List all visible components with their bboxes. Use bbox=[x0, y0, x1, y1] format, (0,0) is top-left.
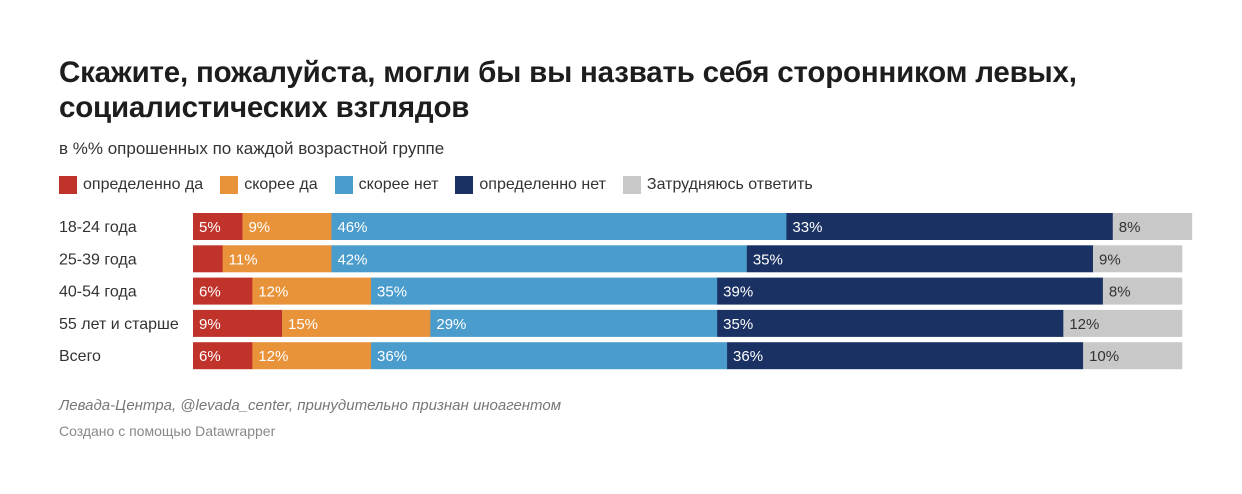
legend-item: определенно нет bbox=[455, 176, 606, 194]
bar-segment bbox=[193, 245, 223, 273]
bar-segment bbox=[786, 213, 1114, 240]
category-label: Всего bbox=[59, 348, 101, 365]
bar-segment bbox=[282, 309, 431, 337]
bar-value-label: 42% bbox=[337, 251, 367, 268]
bar-segment bbox=[717, 309, 1064, 337]
bar-segment bbox=[1083, 342, 1183, 370]
bar-value-label: 12% bbox=[1069, 316, 1099, 333]
bar-value-label: 39% bbox=[723, 284, 753, 301]
bar-segment bbox=[727, 342, 1084, 370]
legend-item: определенно да bbox=[59, 176, 203, 194]
bar-value-label: 29% bbox=[436, 316, 466, 333]
bar-value-label: 46% bbox=[337, 219, 367, 236]
chart-title: Скажите, пожалуйста, могли бы вы назвать… bbox=[59, 56, 1077, 124]
legend-swatch bbox=[334, 176, 353, 194]
bar-segment bbox=[242, 213, 332, 240]
legend-item: скорее да bbox=[220, 176, 318, 194]
category-label: 18-24 года bbox=[59, 219, 137, 236]
bar-value-label: 36% bbox=[733, 348, 763, 365]
bar-segment bbox=[430, 309, 718, 337]
bar-value-label: 9% bbox=[1099, 251, 1121, 268]
bar-value-label: 15% bbox=[288, 316, 318, 333]
legend-swatch bbox=[220, 176, 239, 194]
bar-value-label: 6% bbox=[199, 284, 221, 301]
bar-value-label: 35% bbox=[753, 251, 783, 268]
bar-segment bbox=[252, 342, 372, 370]
bar-value-label: 6% bbox=[199, 348, 221, 365]
category-label: 25-39 года bbox=[59, 251, 137, 268]
chart-legend: определенно да скорее да скорее нет определ… bbox=[59, 176, 830, 194]
bar-segment bbox=[252, 277, 372, 305]
bar-value-label: 33% bbox=[792, 219, 822, 236]
bar-segment bbox=[371, 342, 728, 370]
legend-label: скорее нет bbox=[358, 176, 439, 193]
bar-value-label: 12% bbox=[258, 284, 288, 301]
bar-segment bbox=[222, 245, 332, 273]
legend-item: Затрудняюсь ответить bbox=[622, 176, 813, 194]
bar-value-label: 11% bbox=[229, 251, 258, 268]
bar-segment bbox=[193, 342, 253, 370]
bar-segment bbox=[1112, 213, 1193, 240]
bar-segment bbox=[746, 245, 1094, 273]
bar-segment bbox=[331, 213, 787, 240]
legend-label: Затрудняюсь ответить bbox=[646, 176, 813, 193]
bar-segment bbox=[717, 277, 1104, 305]
bar-segment bbox=[1092, 245, 1183, 273]
chart-subtitle: в %% опрошенных по каждой возрастной гру… bbox=[59, 139, 445, 158]
bar-value-label: 35% bbox=[377, 284, 407, 301]
legend-label: скорее да bbox=[244, 176, 318, 193]
legend-label: определенно да bbox=[83, 176, 204, 193]
legend-swatch bbox=[59, 176, 77, 194]
bar-value-label: 12% bbox=[258, 348, 288, 365]
legend-swatch bbox=[622, 176, 641, 194]
bar-segment bbox=[1063, 309, 1183, 337]
legend-swatch bbox=[455, 176, 474, 194]
bar-value-label: 8% bbox=[1109, 284, 1131, 301]
bar-value-label: 36% bbox=[377, 348, 407, 365]
credit-note: Создано с помощью Datawrapper bbox=[59, 423, 276, 439]
category-label: 55 лет и старше bbox=[59, 316, 179, 333]
bar-value-label: 10% bbox=[1089, 348, 1119, 365]
bar-value-label: 8% bbox=[1119, 219, 1141, 236]
bar-segment bbox=[331, 245, 748, 273]
bar-value-label: 9% bbox=[199, 316, 221, 333]
legend-label: определенно нет bbox=[479, 176, 606, 193]
bar-segment bbox=[371, 277, 718, 305]
bar-segment bbox=[193, 309, 283, 337]
bar-value-label: 9% bbox=[248, 219, 270, 236]
legend-item: скорее нет bbox=[334, 176, 439, 194]
bar-value-label: 35% bbox=[723, 316, 753, 333]
bar-value-label: 5% bbox=[199, 219, 221, 236]
bar-segment bbox=[1102, 277, 1183, 305]
bar-segment bbox=[193, 213, 243, 240]
bar-segment bbox=[193, 277, 253, 305]
source-note: Левада-Центра, @levada_center, принудите… bbox=[59, 397, 562, 414]
category-label: 40-54 года bbox=[59, 284, 137, 301]
